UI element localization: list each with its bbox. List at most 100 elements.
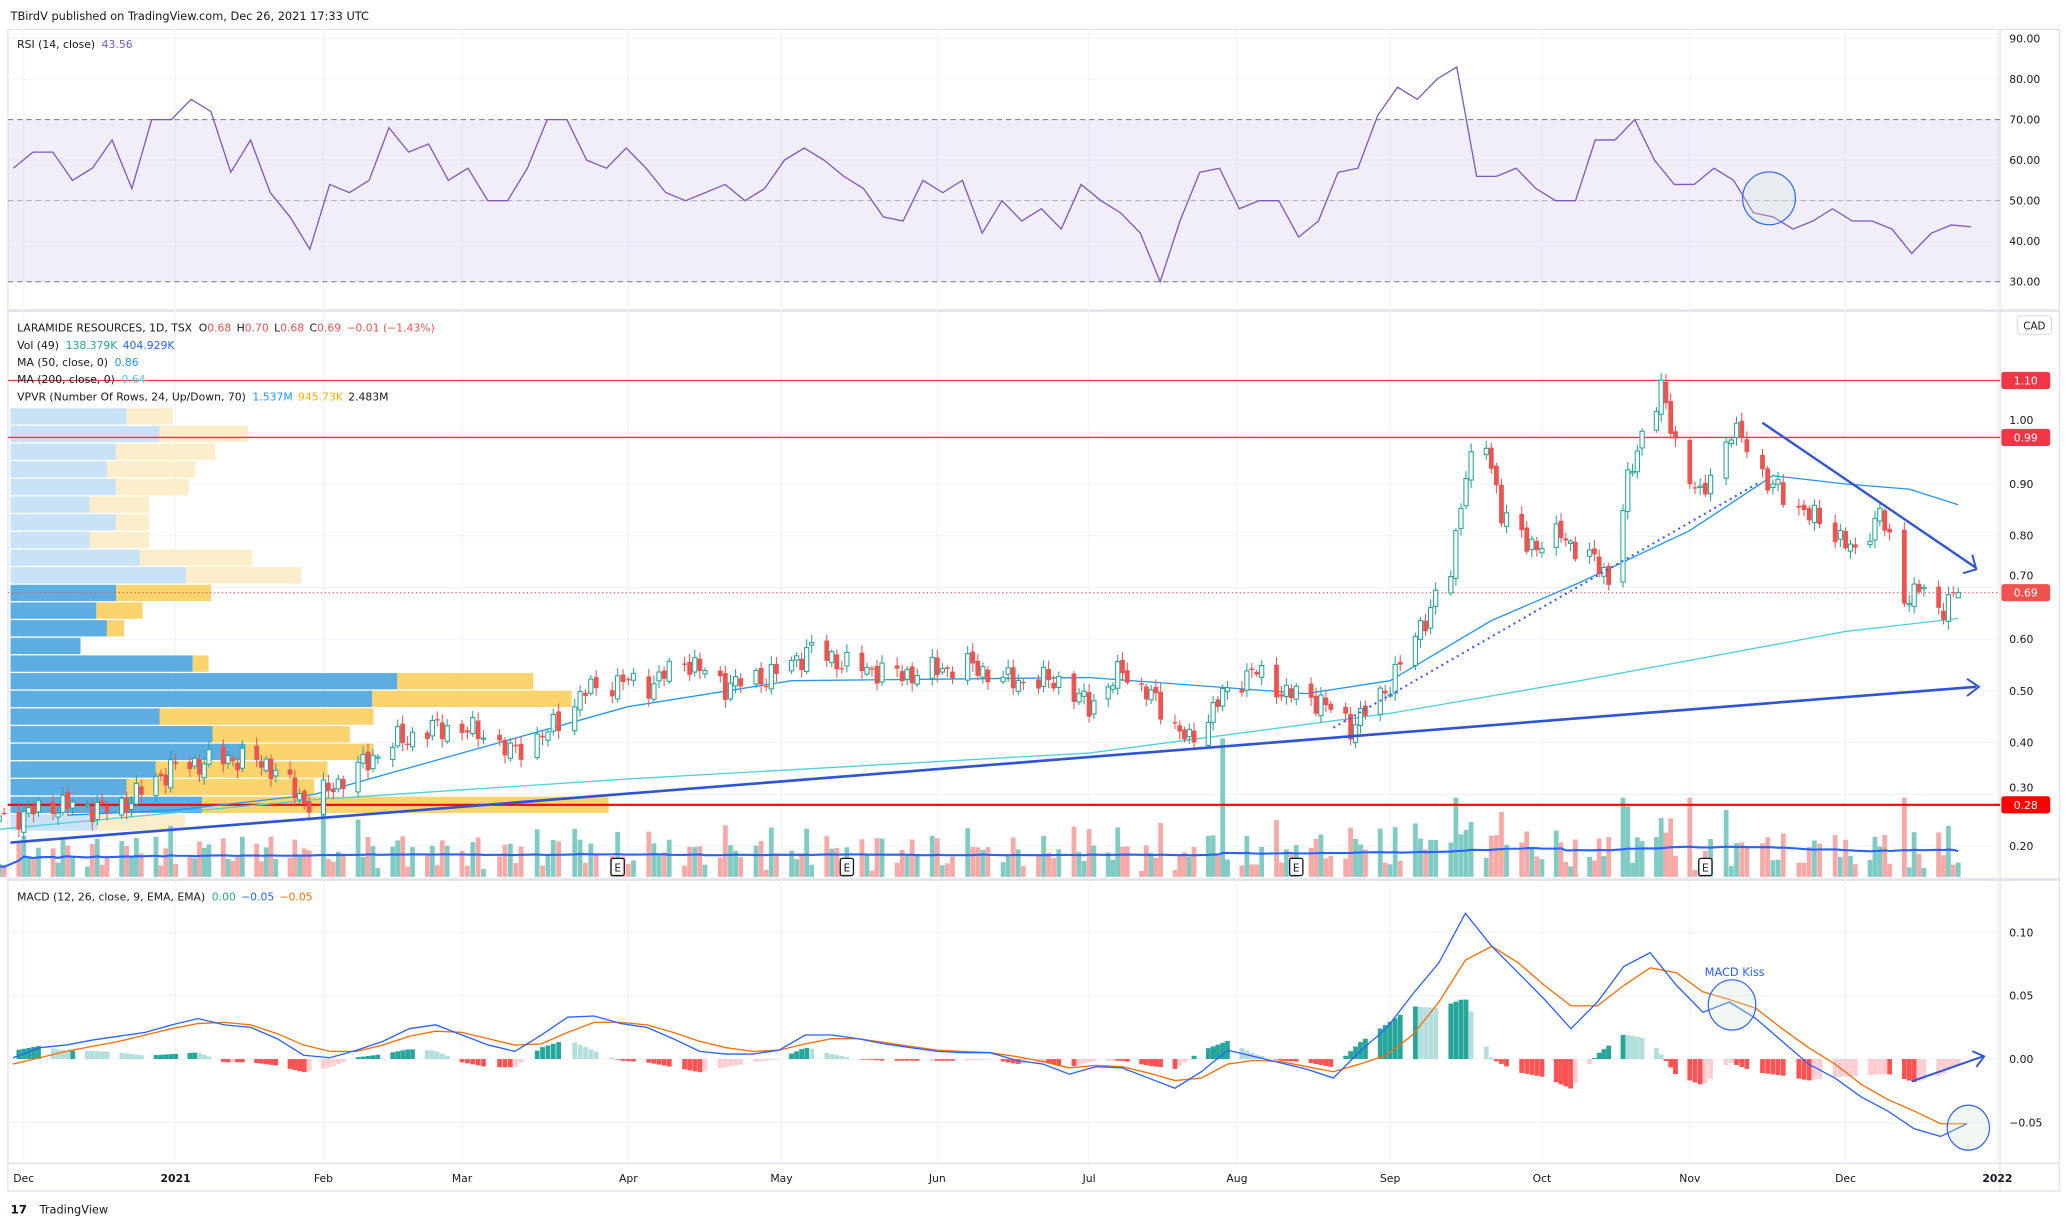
candle xyxy=(1071,671,1077,710)
macd-histogram-bar xyxy=(1015,1059,1021,1064)
price-pane[interactable]: E E E E LARAMIDE RESOURCES, 1D, TSX O0.68 H0.… xyxy=(0,315,2052,877)
candle xyxy=(620,669,626,691)
candle xyxy=(1220,684,1226,712)
candle xyxy=(727,674,734,702)
currency-button[interactable]: CAD xyxy=(2016,315,2052,335)
candle xyxy=(1293,682,1299,706)
rsi-legend[interactable]: RSI (14, close) 43.56 xyxy=(17,38,133,51)
macd-cross-circle[interactable] xyxy=(1946,1104,1991,1151)
candle xyxy=(1936,580,1941,614)
candle xyxy=(869,665,875,677)
earnings-marker[interactable]: E xyxy=(1698,857,1713,877)
volume-bar xyxy=(225,858,231,877)
candle xyxy=(809,634,815,654)
ma200-legend[interactable]: MA (200, close, 0) 0.64 xyxy=(17,373,146,386)
macd-tick-label: 0.10 xyxy=(2009,926,2033,939)
volume-bar xyxy=(1504,844,1509,877)
rsi-pane[interactable]: RSI (14, close) 43.56 90.00 80.00 70.00 60.0… xyxy=(7,33,2040,289)
candle xyxy=(502,737,508,764)
earnings-marker[interactable]: E xyxy=(839,857,855,877)
tradingview-logo-icon: 17 xyxy=(11,1203,28,1217)
volume-bar xyxy=(1244,835,1250,877)
volume-bar xyxy=(687,846,693,877)
price-axis[interactable]: 1.00 0.90 0.80 0.70 0.60 0.50 0.40 0.30 0.20 1.10… xyxy=(2001,371,2051,853)
candle xyxy=(259,754,264,776)
macd-histogram-bar xyxy=(1760,1059,1765,1074)
volume-bar xyxy=(1852,864,1858,877)
vpvr-legend[interactable]: VPVR (Number Of Rows, 24, Up/Down, 70) 1.… xyxy=(17,390,388,403)
support-trendline[interactable] xyxy=(10,685,1977,844)
macd-histogram-bar xyxy=(1563,1059,1569,1087)
macd-up-arrow[interactable] xyxy=(1911,1055,1984,1083)
volume-bar xyxy=(1158,822,1164,877)
macd-kiss-label[interactable]: MACD Kiss xyxy=(1705,965,1765,979)
volume-bar xyxy=(1734,843,1739,877)
macd-histogram-bar xyxy=(1941,1059,1946,1074)
candle xyxy=(1153,679,1159,702)
volume-bar xyxy=(55,862,61,877)
volume-bar xyxy=(1620,797,1626,877)
resistance-trendline[interactable] xyxy=(1761,421,1977,569)
earnings-marker[interactable]: E xyxy=(610,857,625,877)
rsi-circle-annotation[interactable] xyxy=(1742,171,1797,226)
symbol-legend[interactable]: LARAMIDE RESOURCES, 1D, TSX O0.68 H0.70 L0.… xyxy=(17,322,435,335)
volume-bar xyxy=(1279,862,1284,877)
volume-bar xyxy=(470,842,476,877)
volume-bar xyxy=(692,847,698,877)
rsi-tick-label: 50.00 xyxy=(2009,195,2040,208)
volume-bar xyxy=(70,856,76,877)
candle xyxy=(1224,680,1231,700)
candle xyxy=(1945,586,1952,630)
volume-bar xyxy=(330,861,336,877)
earnings-marker[interactable]: E xyxy=(1289,857,1304,877)
macd-kiss-circle[interactable] xyxy=(1707,979,1757,1031)
candle xyxy=(1606,562,1612,591)
macd-axis[interactable]: 0.10 0.05 0.00 −0.05 xyxy=(2009,926,2042,1129)
price-legend[interactable]: LARAMIDE RESOURCES, 1D, TSX O0.68 H0.70 L0.… xyxy=(17,322,435,404)
volume-bar xyxy=(1081,860,1087,877)
candle xyxy=(335,774,341,793)
volume-bar xyxy=(1,865,7,877)
volume-bar xyxy=(1744,847,1750,877)
volume-bar xyxy=(168,825,174,877)
dotted-trendline[interactable] xyxy=(1332,481,1761,729)
volume-bar xyxy=(534,829,540,877)
candle xyxy=(206,741,212,768)
candle xyxy=(513,737,519,754)
candle xyxy=(239,740,245,773)
volume-bar xyxy=(1673,855,1678,877)
macd-histogram-bar xyxy=(1418,1006,1423,1060)
macd-histogram-bar xyxy=(292,1059,298,1071)
rsi-axis[interactable]: 90.00 80.00 70.00 60.00 50.00 40.00 30.00 xyxy=(2009,33,2040,289)
volume-bar xyxy=(758,840,764,877)
volume-bar xyxy=(1005,855,1011,877)
macd-histogram-bar xyxy=(588,1049,594,1060)
macd-histogram-bar xyxy=(60,1050,66,1060)
macd-histogram-bar xyxy=(465,1059,470,1064)
volume-bar xyxy=(1387,864,1393,877)
macd-legend[interactable]: MACD (12, 26, close, 9, EMA, EMA) 0.00 −0.… xyxy=(17,891,313,904)
macd-pane[interactable]: MACD Kiss MACD (12, 26, close, 9, EMA, E… xyxy=(12,891,2042,1151)
candle xyxy=(1148,684,1154,704)
ma50-legend[interactable]: MA (50, close, 0) 0.86 xyxy=(17,356,139,369)
macd-histogram-bar xyxy=(950,1059,955,1061)
candle xyxy=(1707,468,1714,502)
volume-legend[interactable]: Vol (49) 138.379K 404.929K xyxy=(17,339,175,352)
macd-histogram-bar xyxy=(1955,1059,1961,1065)
rsi-tick-label: 30.00 xyxy=(2009,276,2040,289)
volume-bar xyxy=(1872,836,1878,877)
macd-histogram-bar xyxy=(945,1059,950,1061)
candle xyxy=(1458,503,1464,536)
volume-bar xyxy=(1120,846,1125,877)
ma200-line xyxy=(0,617,1959,830)
time-tick-label: Sep xyxy=(1380,1172,1401,1185)
time-axis[interactable]: Dec 2021 Feb Mar Apr May Jun Jul Aug Sep Oct Nov Dec… xyxy=(13,1172,2012,1185)
tradingview-logo[interactable]: 17 TradingView xyxy=(11,1203,109,1217)
volume-bar xyxy=(1950,864,1956,877)
volume-bar xyxy=(355,819,361,877)
macd-histogram-bar xyxy=(1328,1059,1334,1067)
volume-bar xyxy=(1428,839,1433,877)
macd-histogram-bar xyxy=(481,1059,486,1067)
